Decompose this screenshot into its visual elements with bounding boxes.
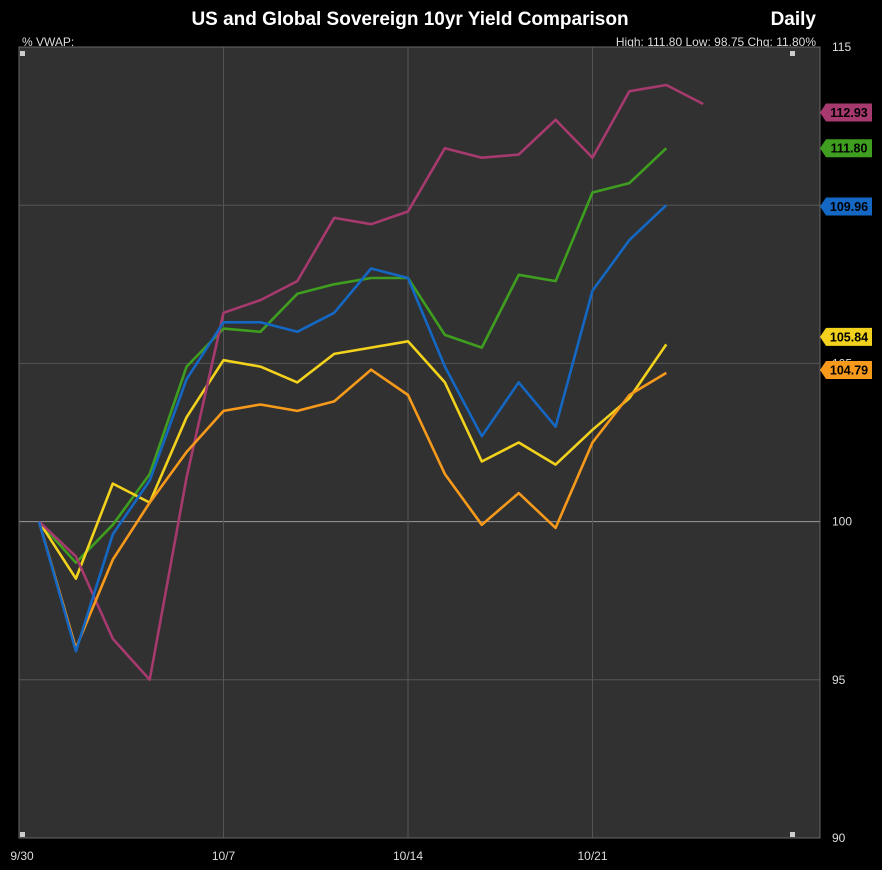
tag-shape: [820, 327, 872, 346]
y-tick-label: 115: [832, 40, 851, 54]
series-line-4: [37, 204, 668, 653]
x-tick-label: 9/30: [10, 849, 34, 863]
chart-title: US and Global Sovereign 10yr Yield Compa…: [191, 9, 629, 30]
resize-handle-icon: [790, 51, 795, 56]
unit-label: % VWAP:: [22, 35, 75, 49]
y-tick-label: 90: [832, 831, 846, 845]
last-value-label: 112.93: [830, 106, 868, 120]
resize-handle-icon: [790, 832, 795, 837]
period-label[interactable]: Daily: [770, 9, 816, 30]
x-tick-label: 10/21: [577, 849, 607, 863]
last-value-tag-3: 104.79: [820, 361, 872, 380]
last-value-label: 111.80: [831, 142, 868, 156]
last-value-label: 109.96: [830, 200, 868, 214]
last-value-tag-4: 109.96: [820, 197, 872, 216]
last-value-tag-1: 105.84: [820, 327, 872, 346]
y-tick-label: 95: [832, 673, 846, 687]
x-tick-label: 10/7: [212, 849, 236, 863]
last-value-tag-2: 112.93: [820, 103, 872, 122]
resize-handle-icon: [20, 51, 25, 56]
last-value-label: 105.84: [830, 330, 868, 344]
tag-shape: [820, 197, 872, 216]
plot-border: [18, 46, 821, 839]
plot-background: [19, 47, 820, 838]
tag-shape: [820, 103, 872, 122]
y-tick-label: 100: [832, 515, 852, 529]
stats-readout: High: 111.80 Low: 98.75 Chg: 11.80%: [615, 35, 816, 49]
last-value-tag-0: 111.80: [820, 139, 872, 158]
tag-shape: [820, 361, 872, 380]
x-tick-label: 10/14: [393, 849, 423, 863]
last-value-label: 104.79: [830, 364, 868, 378]
series-line-0: [38, 147, 668, 565]
tag-shape: [820, 139, 872, 158]
series-line-1: [37, 339, 668, 580]
series-line-2: [38, 83, 704, 682]
resize-handle-icon: [20, 832, 25, 837]
series-line-3: [37, 368, 667, 650]
